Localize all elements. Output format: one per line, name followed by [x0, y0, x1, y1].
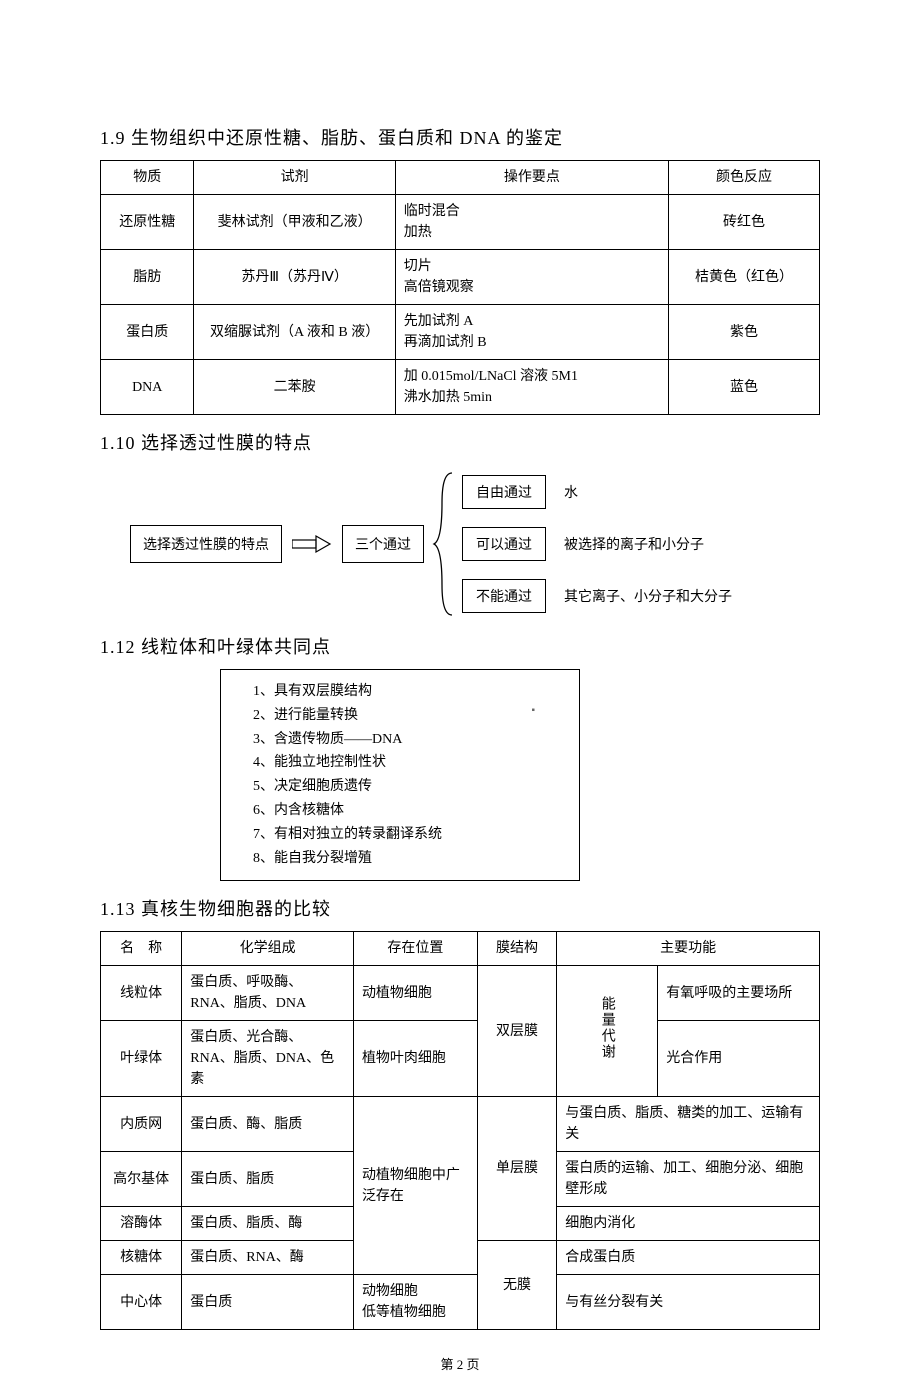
cell-procedure: 先加试剂 A再滴加试剂 B — [395, 305, 668, 360]
pass-list: 自由通过 水 可以通过 被选择的离子和小分子 不能通过 其它离子、小分子和大分子 — [462, 475, 732, 613]
cell-comp: 蛋白质、RNA、酶 — [182, 1241, 354, 1275]
cell-name: 高尔基体 — [101, 1152, 182, 1207]
list-item: 7、有相对独立的转录翻译系统 — [253, 823, 559, 847]
cell-substance: 脂肪 — [101, 250, 194, 305]
cell-comp: 蛋白质 — [182, 1275, 354, 1330]
table-header-row: 名 称 化学组成 存在位置 膜结构 主要功能 — [101, 932, 820, 966]
section-heading-112: 1.12 线粒体和叶绿体共同点 — [100, 633, 820, 659]
cell-func: 与有丝分裂有关 — [557, 1275, 820, 1330]
diagram-membrane: 选择透过性膜的特点 三个通过 自由通过 水 可以通过 被选择的离 — [130, 469, 820, 619]
table-19: 物质 试剂 操作要点 颜色反应 还原性糖 斐林试剂（甲液和乙液） 临时混合加热 … — [100, 160, 820, 415]
cell-comp: 蛋白质、脂质、酶 — [182, 1207, 354, 1241]
cell-substance: 还原性糖 — [101, 195, 194, 250]
cell-mem-single: 单层膜 — [477, 1097, 557, 1241]
cell-procedure: 加 0.015mol/LNaCl 溶液 5M1沸水加热 5min — [395, 360, 668, 415]
pass-label: 自由通过 — [462, 475, 546, 509]
section-heading-110: 1.10 选择透过性膜的特点 — [100, 429, 820, 455]
mid-box: 三个通过 — [342, 525, 424, 563]
table-row: 蛋白质 双缩脲试剂（A 液和 B 液） 先加试剂 A再滴加试剂 B 紫色 — [101, 305, 820, 360]
source-box: 选择透过性膜的特点 — [130, 525, 282, 563]
cell-substance: DNA — [101, 360, 194, 415]
table-row: 内质网 蛋白质、酶、脂质 动植物细胞中广泛存在 单层膜 与蛋白质、脂质、糖类的加… — [101, 1097, 820, 1152]
table-row: 叶绿体 蛋白质、光合酶、RNA、脂质、DNA、色素 植物叶肉细胞 光合作用 — [101, 1021, 820, 1097]
th-comp: 化学组成 — [182, 932, 354, 966]
cell-func: 与蛋白质、脂质、糖类的加工、运输有关 — [557, 1097, 820, 1152]
list-item: 1、具有双层膜结构 — [253, 680, 559, 704]
cell-procedure: 切片高倍镜观察 — [395, 250, 668, 305]
cell-mem-double: 双层膜 — [477, 966, 557, 1097]
cell-loc: 动物细胞低等植物细胞 — [353, 1275, 477, 1330]
cell-loc-wide: 动植物细胞中广泛存在 — [353, 1097, 477, 1275]
list-item: 4、能独立地控制性状 — [253, 751, 559, 775]
cell-name: 叶绿体 — [101, 1021, 182, 1097]
table-row: DNA 二苯胺 加 0.015mol/LNaCl 溶液 5M1沸水加热 5min… — [101, 360, 820, 415]
th-loc: 存在位置 — [353, 932, 477, 966]
pass-desc: 被选择的离子和小分子 — [564, 534, 704, 554]
cell-color: 紫色 — [669, 305, 820, 360]
cell-func: 光合作用 — [658, 1021, 820, 1097]
arrow-icon — [292, 534, 332, 554]
cell-comp: 蛋白质、酶、脂质 — [182, 1097, 354, 1152]
pass-label: 可以通过 — [462, 527, 546, 561]
cell-color: 桔黄色（红色） — [669, 250, 820, 305]
cell-substance: 蛋白质 — [101, 305, 194, 360]
cell-reagent: 苏丹Ⅲ（苏丹Ⅳ） — [194, 250, 395, 305]
th-mem: 膜结构 — [477, 932, 557, 966]
table-113: 名 称 化学组成 存在位置 膜结构 主要功能 线粒体 蛋白质、呼吸酶、RNA、脂… — [100, 931, 820, 1330]
cell-comp: 蛋白质、脂质 — [182, 1152, 354, 1207]
cell-procedure: 临时混合加热 — [395, 195, 668, 250]
cell-reagent: 双缩脲试剂（A 液和 B 液） — [194, 305, 395, 360]
pass-row: 不能通过 其它离子、小分子和大分子 — [462, 579, 732, 613]
pass-desc: 水 — [564, 482, 578, 502]
list-item: 5、决定细胞质遗传 — [253, 775, 559, 799]
table-row: 线粒体 蛋白质、呼吸酶、RNA、脂质、DNA 动植物细胞 双层膜 能量代谢 有氧… — [101, 966, 820, 1021]
cell-name: 线粒体 — [101, 966, 182, 1021]
table-header-row: 物质 试剂 操作要点 颜色反应 — [101, 161, 820, 195]
cell-color: 蓝色 — [669, 360, 820, 415]
list-item: 3、含遗传物质——DNA — [253, 728, 559, 752]
cell-func: 有氧呼吸的主要场所 — [658, 966, 820, 1021]
pass-row: 自由通过 水 — [462, 475, 732, 509]
th-name: 名 称 — [101, 932, 182, 966]
cell-loc: 动植物细胞 — [353, 966, 477, 1021]
cell-func: 合成蛋白质 — [557, 1241, 820, 1275]
th-procedure: 操作要点 — [395, 161, 668, 195]
cell-loc: 植物叶肉细胞 — [353, 1021, 477, 1097]
cell-comp: 蛋白质、呼吸酶、RNA、脂质、DNA — [182, 966, 354, 1021]
dot-mark-icon: ▪ — [531, 702, 535, 719]
pass-desc: 其它离子、小分子和大分子 — [564, 586, 732, 606]
energy-label-text: 能量代谢 — [597, 996, 618, 1060]
pass-row: 可以通过 被选择的离子和小分子 — [462, 527, 732, 561]
list-item: 8、能自我分裂增殖 — [253, 847, 559, 871]
cell-comp: 蛋白质、光合酶、RNA、脂质、DNA、色素 — [182, 1021, 354, 1097]
brace-icon — [432, 469, 458, 619]
th-substance: 物质 — [101, 161, 194, 195]
list-item: 6、内含核糖体 — [253, 799, 559, 823]
common-points-box: ▪ 1、具有双层膜结构 2、进行能量转换 3、含遗传物质——DNA 4、能独立地… — [220, 669, 580, 881]
cell-reagent: 二苯胺 — [194, 360, 395, 415]
cell-reagent: 斐林试剂（甲液和乙液） — [194, 195, 395, 250]
table-row: 还原性糖 斐林试剂（甲液和乙液） 临时混合加热 砖红色 — [101, 195, 820, 250]
cell-name: 中心体 — [101, 1275, 182, 1330]
th-func: 主要功能 — [557, 932, 820, 966]
cell-name: 内质网 — [101, 1097, 182, 1152]
cell-name: 核糖体 — [101, 1241, 182, 1275]
cell-color: 砖红色 — [669, 195, 820, 250]
cell-mem-none: 无膜 — [477, 1241, 557, 1330]
cell-func: 细胞内消化 — [557, 1207, 820, 1241]
cell-energy-label: 能量代谢 — [557, 966, 658, 1097]
cell-name: 溶酶体 — [101, 1207, 182, 1241]
table-row: 中心体 蛋白质 动物细胞低等植物细胞 与有丝分裂有关 — [101, 1275, 820, 1330]
section-heading-113: 1.13 真核生物细胞器的比较 — [100, 895, 820, 921]
th-reagent: 试剂 — [194, 161, 395, 195]
list-item: 2、进行能量转换 — [253, 704, 559, 728]
table-row: 脂肪 苏丹Ⅲ（苏丹Ⅳ） 切片高倍镜观察 桔黄色（红色） — [101, 250, 820, 305]
page-footer: 第 2 页 — [100, 1354, 820, 1373]
section-heading-19: 1.9 生物组织中还原性糖、脂肪、蛋白质和 DNA 的鉴定 — [100, 124, 820, 150]
pass-label: 不能通过 — [462, 579, 546, 613]
th-color: 颜色反应 — [669, 161, 820, 195]
cell-func: 蛋白质的运输、加工、细胞分泌、细胞壁形成 — [557, 1152, 820, 1207]
